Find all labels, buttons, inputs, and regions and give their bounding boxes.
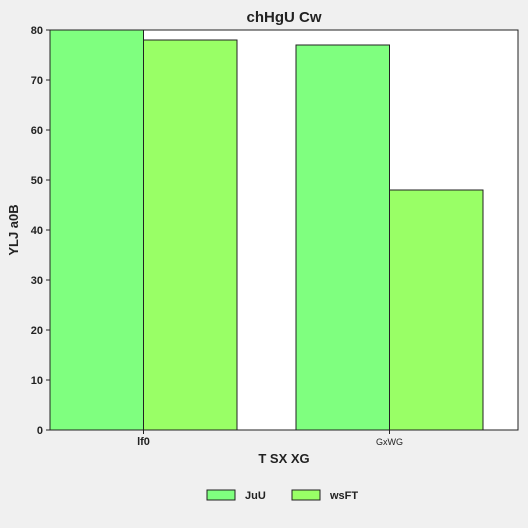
y-tick-label: 0 [37, 425, 43, 437]
y-tick-label: 40 [31, 225, 43, 237]
bar-JuU-lf0 [49, 29, 144, 431]
y-tick-label: 70 [31, 75, 43, 87]
x-tick-label: GxWG [376, 437, 403, 447]
legend-label-wsFT: wsFT [329, 490, 358, 502]
chart-title: chHgU Cw [247, 9, 322, 26]
legend-swatch-wsFT [291, 489, 321, 501]
bars-group [49, 29, 484, 431]
y-tick-label: 10 [31, 375, 43, 387]
legend: JuU wsFT [206, 489, 358, 502]
x-axis: lf0 GxWG [137, 430, 403, 448]
x-tick-label: lf0 [137, 436, 150, 448]
y-tick-label: 80 [31, 25, 43, 37]
legend-label-JuU: JuU [245, 490, 266, 502]
y-tick-label: 20 [31, 325, 43, 337]
y-axis: 0 10 20 30 40 50 60 70 80 [31, 25, 50, 437]
bar-wsFT-lf0 [143, 39, 238, 431]
bar-wsFT-GxWG [389, 189, 484, 431]
bar-JuU-GxWG [295, 44, 390, 431]
x-axis-label: T SX XG [258, 451, 309, 466]
legend-swatch-JuU [206, 489, 236, 501]
y-tick-label: 30 [31, 275, 43, 287]
y-axis-label: YLJ a0B [6, 204, 21, 255]
y-tick-label: 60 [31, 125, 43, 137]
y-tick-label: 50 [31, 175, 43, 187]
